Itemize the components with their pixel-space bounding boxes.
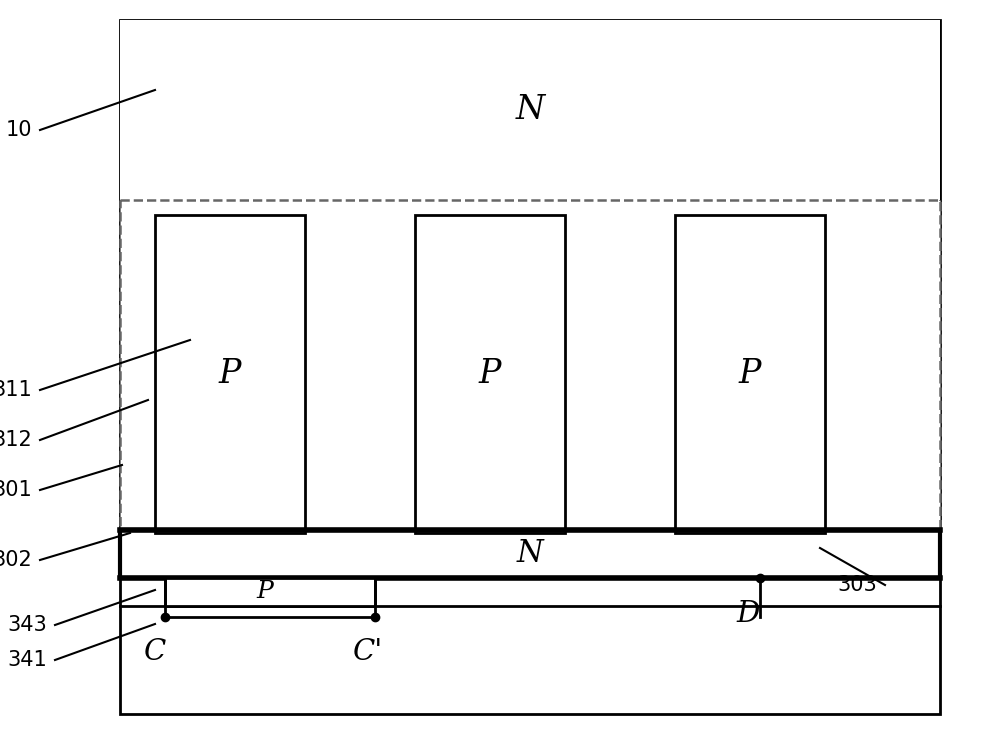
Bar [675,215,825,533]
Text: P: P [257,581,273,603]
Text: N: N [515,94,545,126]
Text: 301: 301 [0,480,32,500]
Bar [120,20,940,714]
Text: 312: 312 [0,430,32,450]
Bar [155,215,305,533]
Text: 341: 341 [7,650,47,670]
Text: C: C [144,638,166,666]
Text: 303: 303 [837,575,877,595]
Text: P: P [739,358,761,390]
Text: P: P [479,358,501,390]
Bar [120,20,940,200]
Text: C': C' [353,638,383,666]
Text: 311: 311 [0,380,32,400]
Text: 302: 302 [0,550,32,570]
Text: N: N [517,539,543,570]
Text: 10: 10 [6,120,32,140]
Bar [165,578,375,606]
Text: 343: 343 [7,615,47,635]
Text: D: D [736,600,760,628]
Bar [120,530,940,578]
Bar [120,200,940,530]
Bar [415,215,565,533]
Text: P: P [219,358,241,390]
